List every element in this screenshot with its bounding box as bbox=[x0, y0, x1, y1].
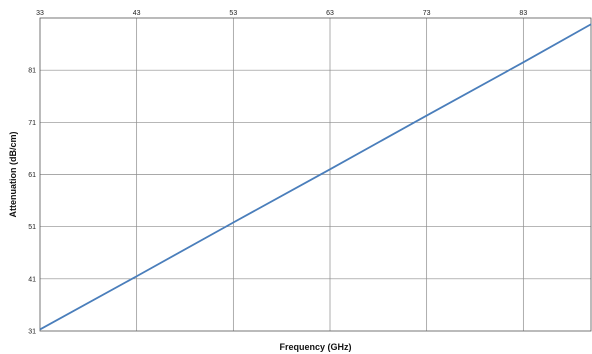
x-tick-label: 63 bbox=[326, 10, 334, 17]
x-tick-label: 83 bbox=[519, 10, 527, 17]
y-tick-label: 51 bbox=[28, 224, 36, 231]
x-tick-label: 43 bbox=[133, 10, 141, 17]
y-tick-label: 81 bbox=[28, 68, 36, 75]
x-tick-label: 73 bbox=[423, 10, 431, 17]
x-axis-label: Frequency (GHz) bbox=[279, 342, 351, 352]
y-tick-label: 71 bbox=[28, 120, 36, 127]
x-tick-labels: 33 43 53 63 73 83 bbox=[36, 10, 527, 17]
series-line-1 bbox=[39, 23, 592, 331]
plot-area bbox=[39, 17, 592, 332]
y-tick-label: 61 bbox=[28, 172, 36, 179]
x-tick-label: 53 bbox=[229, 10, 237, 17]
y-axis-label: Attenuation (dB/cm) bbox=[8, 132, 18, 218]
y-tick-labels: 31 41 51 61 71 81 bbox=[28, 68, 36, 336]
x-tick-label: 33 bbox=[36, 10, 44, 17]
y-tick-label: 41 bbox=[28, 276, 36, 283]
y-tick-label: 31 bbox=[28, 329, 36, 336]
series-group bbox=[39, 23, 592, 331]
